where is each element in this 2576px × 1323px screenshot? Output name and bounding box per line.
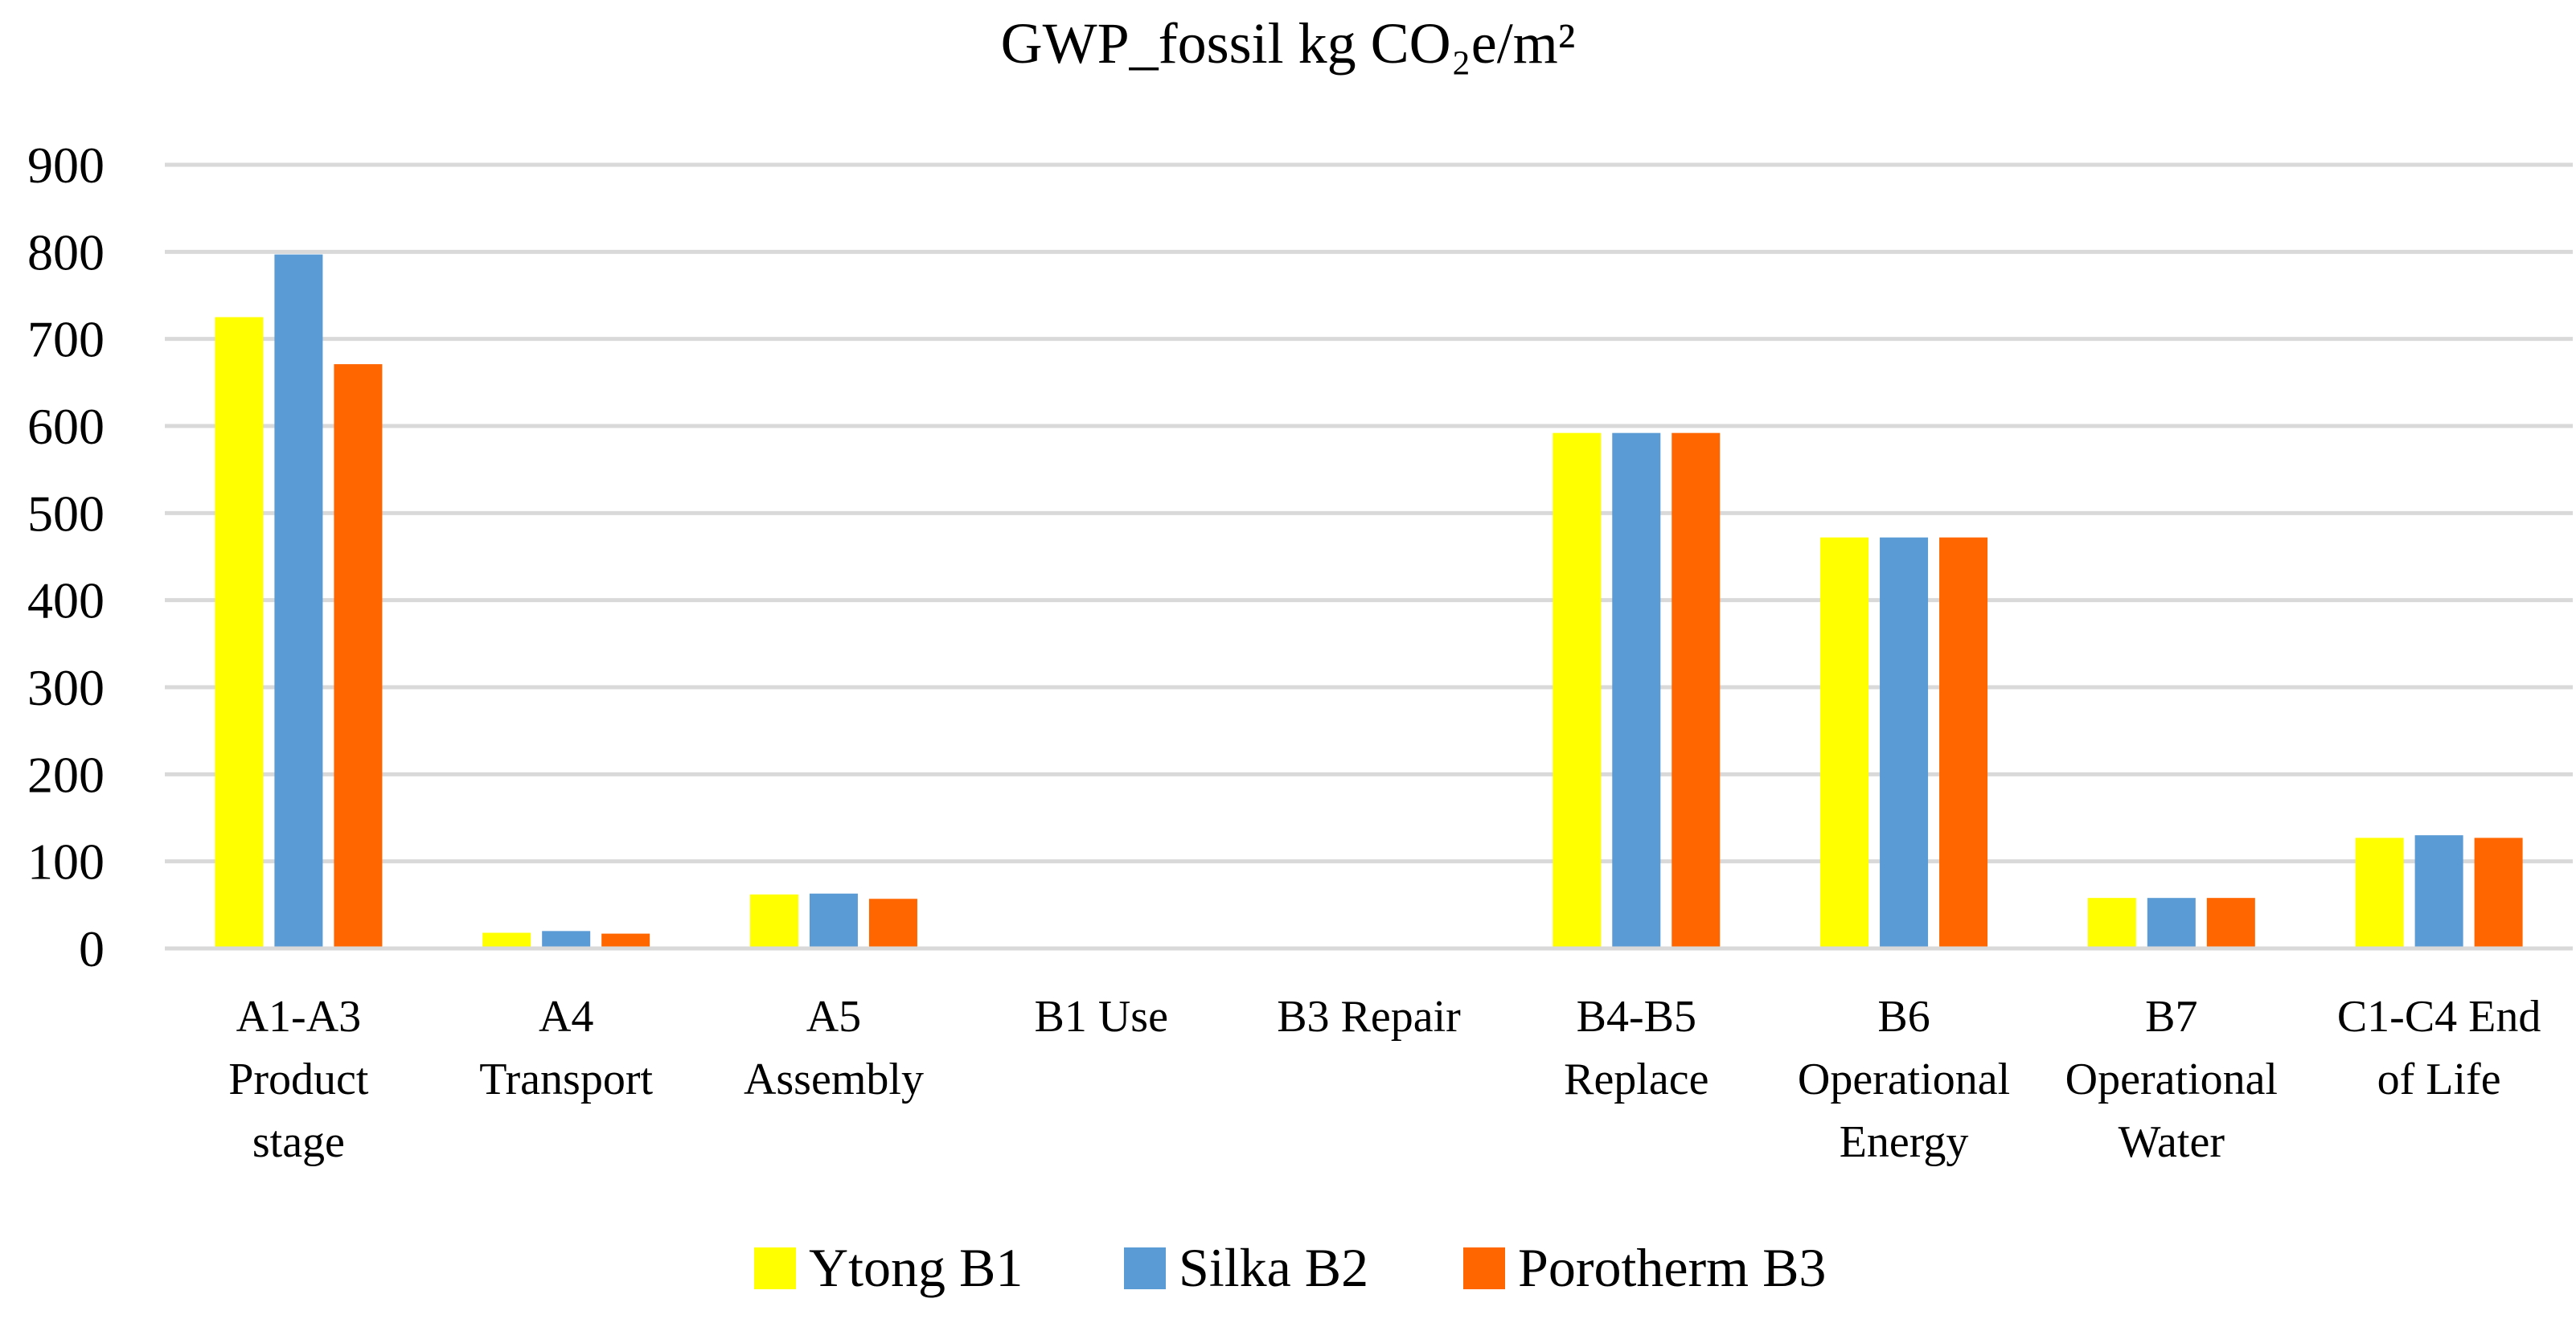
bar-porotherm-b3-1 (334, 364, 383, 948)
category-label: B1 Use (1034, 992, 1167, 1042)
bars (215, 254, 2523, 948)
category-label: A1-A3 Product stage (228, 992, 369, 1167)
y-tick-label: 600 (27, 398, 105, 455)
bar-silka-b2-7 (1880, 537, 1929, 948)
category-label: B7 Operational Water (2065, 992, 2278, 1167)
y-tick-label: 800 (27, 223, 105, 281)
bar-ytong-b1-6 (1553, 432, 1602, 948)
category-label: A5 Assembly (744, 992, 924, 1104)
legend: Ytong B1 Silka B2 Porotherm B3 (754, 1237, 1826, 1298)
bar-silka-b2-3 (809, 893, 858, 948)
legend-item-ytong-b1: Ytong B1 (754, 1237, 1023, 1298)
legend-label: Ytong B1 (809, 1237, 1023, 1298)
y-tick-label: 700 (27, 311, 105, 368)
y-tick-label: 400 (27, 572, 105, 629)
legend-swatch (1463, 1247, 1505, 1289)
category-label: B6 Operational Energy (1798, 992, 2010, 1167)
y-tick-label: 200 (27, 746, 105, 803)
bar-porotherm-b3-3 (868, 899, 917, 948)
series-ytong-b1 (215, 317, 2404, 948)
legend-label: Silka B2 (1179, 1237, 1368, 1298)
legend-swatch (1124, 1247, 1166, 1289)
series-silka-b2 (274, 254, 2463, 948)
category-labels: A1-A3 Product stage A4 Transport A5 Assembly B1… (228, 992, 2541, 1167)
bar-ytong-b1-2 (482, 932, 531, 948)
bar-ytong-b1-8 (2087, 898, 2136, 948)
legend-label: Porotherm B3 (1518, 1237, 1826, 1298)
legend-item-silka-b2: Silka B2 (1124, 1237, 1368, 1298)
y-tick-label: 0 (79, 920, 105, 977)
bar-porotherm-b3-9 (2474, 838, 2523, 948)
y-tick-label: 300 (27, 659, 105, 716)
y-axis-ticks: 0 100 200 300 400 500 600 700 800 900 (27, 137, 105, 977)
bar-porotherm-b3-2 (601, 933, 650, 948)
bar-silka-b2-1 (274, 254, 323, 948)
bar-porotherm-b3-8 (2206, 898, 2255, 948)
legend-item-porotherm-b3: Porotherm B3 (1463, 1237, 1826, 1298)
bar-silka-b2-9 (2414, 835, 2463, 948)
category-label: C1-C4 End of Life (2337, 992, 2541, 1104)
bar-silka-b2-6 (1612, 432, 1661, 948)
gridlines (165, 162, 2573, 864)
bar-ytong-b1-9 (2355, 838, 2404, 948)
bar-silka-b2-2 (542, 931, 591, 948)
y-tick-label: 100 (27, 834, 105, 891)
category-label: A4 Transport (479, 992, 653, 1104)
bar-ytong-b1-7 (1820, 537, 1869, 948)
category-label: B4-B5 Replace (1564, 992, 1708, 1104)
bar-porotherm-b3-7 (1939, 537, 1988, 948)
category-label: B3 Repair (1277, 992, 1461, 1042)
bar-ytong-b1-3 (749, 894, 798, 948)
chart-title: GWP_fossil kg CO₂e/m² (1001, 11, 1576, 76)
bar-porotherm-b3-6 (1672, 432, 1721, 948)
series-porotherm-b3 (334, 364, 2523, 948)
y-tick-label: 900 (27, 137, 105, 194)
legend-swatch (754, 1247, 796, 1289)
y-tick-label: 500 (27, 485, 105, 542)
bar-ytong-b1-1 (215, 317, 264, 948)
bar-silka-b2-8 (2147, 898, 2196, 948)
